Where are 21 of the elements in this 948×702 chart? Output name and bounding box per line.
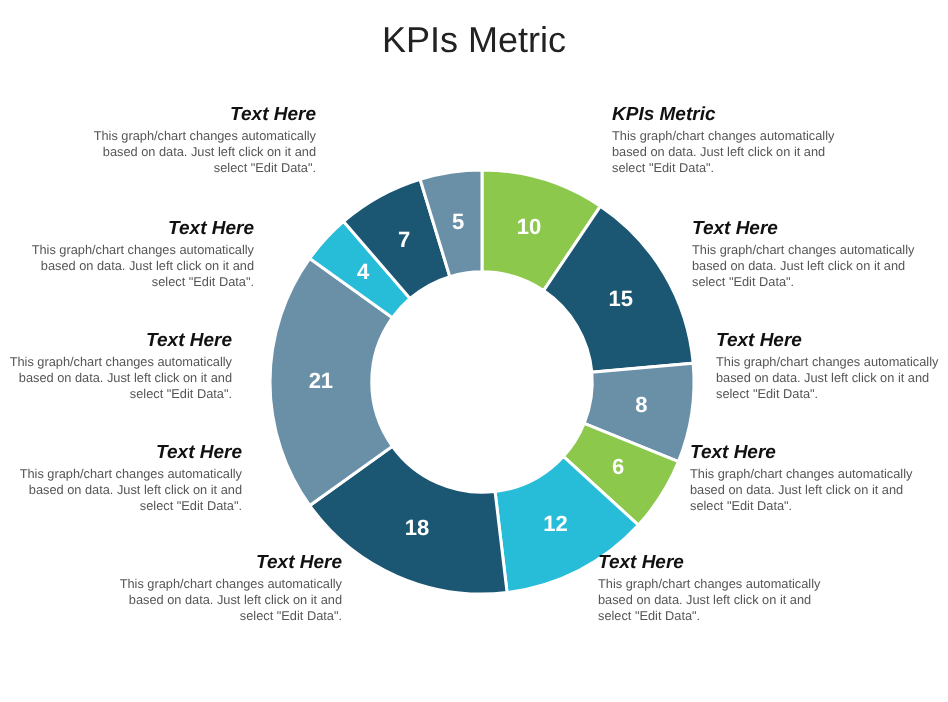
data-label: 4 xyxy=(357,261,371,286)
data-label: 8 xyxy=(635,393,648,418)
data-label: 10 xyxy=(516,215,542,240)
data-label: 21 xyxy=(308,370,334,394)
data-label: 7 xyxy=(398,228,411,253)
text: Text Here xyxy=(228,104,316,126)
data-label: 15 xyxy=(608,288,633,313)
text: Text Here xyxy=(144,330,232,352)
data-label: 6 xyxy=(612,456,625,481)
data-label: 5 xyxy=(452,210,465,235)
data-label: 18 xyxy=(404,517,430,542)
chart-title: KPIs Metric xyxy=(379,20,568,62)
data-label: 12 xyxy=(543,513,568,538)
text: Text Here xyxy=(598,552,686,574)
text: Text Here xyxy=(716,330,804,352)
text: Text Here xyxy=(690,442,778,464)
text: Text Here xyxy=(692,218,780,240)
text: Text Here xyxy=(166,218,254,240)
text: KPIs Metric xyxy=(612,104,718,126)
text: Text Here xyxy=(254,552,342,574)
text: Text Here xyxy=(154,442,242,464)
